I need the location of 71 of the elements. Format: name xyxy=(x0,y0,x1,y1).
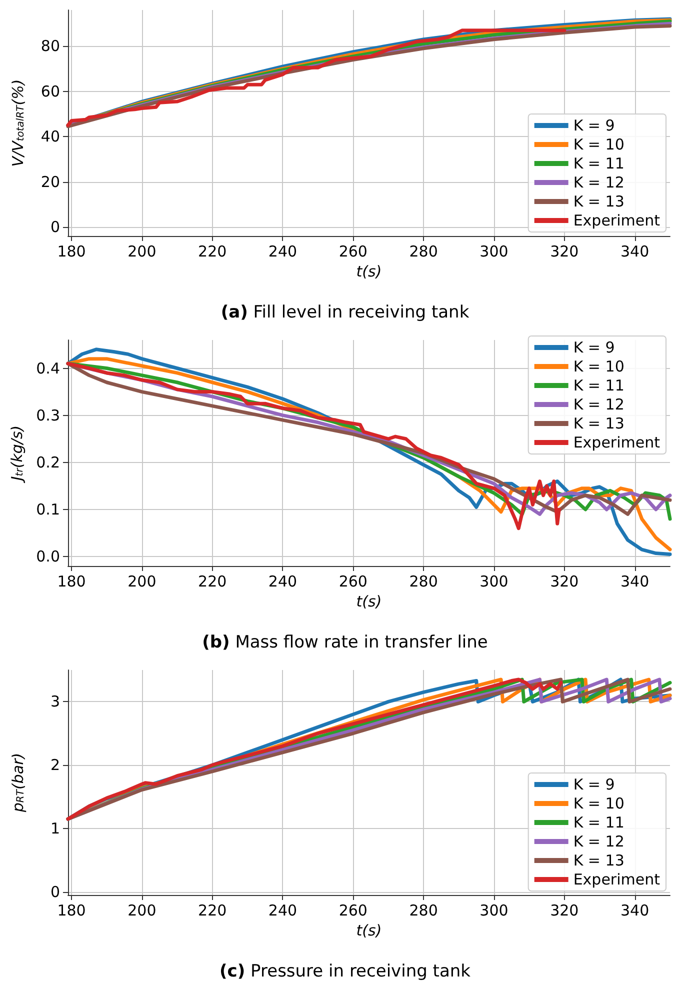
x-tick-label: 260 xyxy=(338,902,368,920)
x-tick-label: 220 xyxy=(198,242,227,260)
y-tick-label: 0 xyxy=(50,218,60,236)
x-tick-label: 200 xyxy=(128,902,156,920)
x-tick-label: 260 xyxy=(338,242,368,260)
y-tick-label: 0.4 xyxy=(36,359,60,378)
y-tick-label: 0.1 xyxy=(36,500,60,518)
line-series xyxy=(66,362,561,530)
x-axis-title: t(s) xyxy=(356,921,382,940)
y-tick-label: 0.2 xyxy=(36,453,60,472)
legend-label: Experiment xyxy=(573,870,660,888)
y-tick-label: 0 xyxy=(50,882,60,901)
x-tick-label: 320 xyxy=(550,242,579,260)
x-tick-label: 180 xyxy=(57,902,86,920)
y-tick-label: 0.0 xyxy=(36,548,60,566)
y-axis-title: pRT(bar) xyxy=(9,752,27,814)
legend-label: K = 10 xyxy=(573,358,624,376)
y-tick-label: 2 xyxy=(50,756,60,774)
y-tick-label: 0.3 xyxy=(36,406,60,424)
x-tick-label: 280 xyxy=(409,572,438,590)
y-tick-label: 1 xyxy=(50,819,60,838)
x-tick-label: 300 xyxy=(480,572,508,590)
x-tick-label: 220 xyxy=(198,902,227,920)
legend-label: K = 11 xyxy=(573,154,624,172)
y-tick-label: 60 xyxy=(40,82,60,100)
legend-label: K = 12 xyxy=(573,174,624,192)
line-series xyxy=(66,28,566,128)
x-tick-label: 300 xyxy=(480,242,508,260)
x-tick-label: 180 xyxy=(57,572,86,590)
x-tick-label: 280 xyxy=(409,242,438,260)
text: (a) Fill level in receiving tank xyxy=(220,302,470,322)
legend-label: K = 13 xyxy=(573,414,624,432)
legend-label: K = 13 xyxy=(573,192,624,210)
legend-label: K = 13 xyxy=(573,852,624,870)
x-tick-label: 340 xyxy=(620,902,650,920)
y-tick-label: 20 xyxy=(40,172,60,191)
x-tick-label: 260 xyxy=(338,572,368,590)
text: (b) Mass flow rate in transfer line xyxy=(202,632,488,652)
y-tick-label: 80 xyxy=(40,37,60,56)
legend-label: K = 10 xyxy=(573,136,624,154)
x-tick-label: 240 xyxy=(268,242,298,260)
legend-label: K = 11 xyxy=(573,814,624,832)
x-tick-label: 340 xyxy=(620,572,650,590)
x-axis-title: t(s) xyxy=(356,592,382,610)
text: (c) Pressure in receiving tank xyxy=(220,962,471,982)
legend-label: K = 11 xyxy=(573,376,624,394)
x-tick-label: 200 xyxy=(128,572,156,590)
legend-label: Experiment xyxy=(573,434,660,452)
legend-label: K = 9 xyxy=(573,776,615,794)
y-tick-label: 3 xyxy=(50,692,60,711)
x-tick-label: 340 xyxy=(620,242,650,260)
legend-label: K = 12 xyxy=(573,396,624,414)
x-tick-label: 220 xyxy=(198,572,227,590)
legend-label: Experiment xyxy=(573,212,660,230)
y-axis-title: Jtr(kg/s) xyxy=(8,425,26,484)
y-axis-title: V/VtotalRT(%) xyxy=(9,79,27,167)
x-tick-label: 240 xyxy=(268,902,298,920)
y-tick-label: 40 xyxy=(40,128,60,146)
x-tick-label: 320 xyxy=(550,902,579,920)
line-series xyxy=(66,678,563,821)
x-tick-label: 300 xyxy=(480,902,508,920)
legend-label: K = 9 xyxy=(573,116,615,134)
x-tick-label: 280 xyxy=(409,902,438,920)
x-tick-label: 240 xyxy=(268,572,298,590)
x-tick-label: 320 xyxy=(550,572,579,590)
legend-label: K = 12 xyxy=(573,832,624,850)
x-tick-label: 200 xyxy=(128,242,156,260)
legend-label: K = 10 xyxy=(573,794,624,812)
legend-label: K = 9 xyxy=(573,338,615,356)
x-axis-title: t(s) xyxy=(356,262,382,280)
x-tick-label: 180 xyxy=(57,242,86,260)
